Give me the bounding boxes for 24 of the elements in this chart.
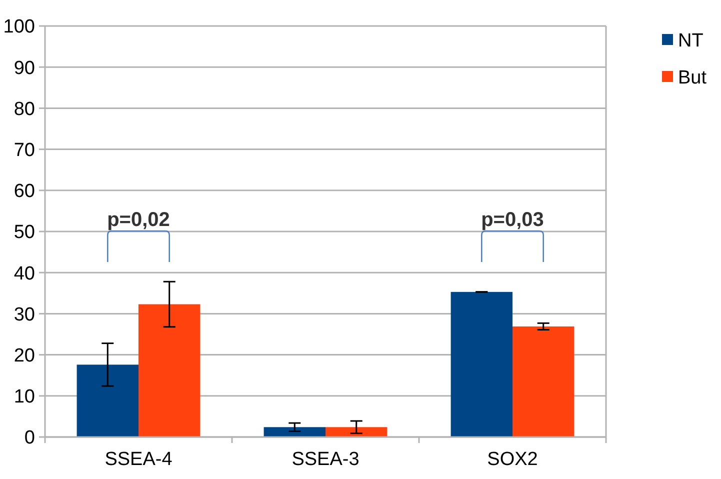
x-tick-label: SOX2 (487, 449, 538, 470)
x-tick-label: SSEA-4 (104, 449, 173, 470)
bar (264, 427, 326, 437)
bar (450, 292, 512, 437)
y-tick-label: 40 (14, 263, 35, 284)
annotation: p=0,03 (481, 209, 544, 231)
y-tick-label: 70 (14, 140, 35, 161)
annotation: p=0,02 (107, 209, 170, 231)
bar (326, 427, 388, 437)
y-tick-label: 10 (14, 386, 35, 408)
y-tick-label: 80 (14, 98, 35, 120)
y-tick-label: 60 (14, 181, 35, 202)
y-tick-label: 100 (3, 16, 35, 38)
y-tick-label: 20 (14, 345, 35, 366)
x-tick-label: SSEA-3 (292, 449, 360, 470)
y-tick-label: 30 (14, 304, 35, 326)
legend-label: But (678, 68, 708, 89)
legend-label: NT (678, 30, 704, 52)
y-tick-label: 50 (14, 222, 35, 244)
bar (512, 326, 574, 437)
bar (138, 304, 200, 437)
y-tick-label: 0 (24, 428, 35, 449)
bar (76, 364, 138, 437)
y-tick-label: 90 (14, 58, 35, 79)
